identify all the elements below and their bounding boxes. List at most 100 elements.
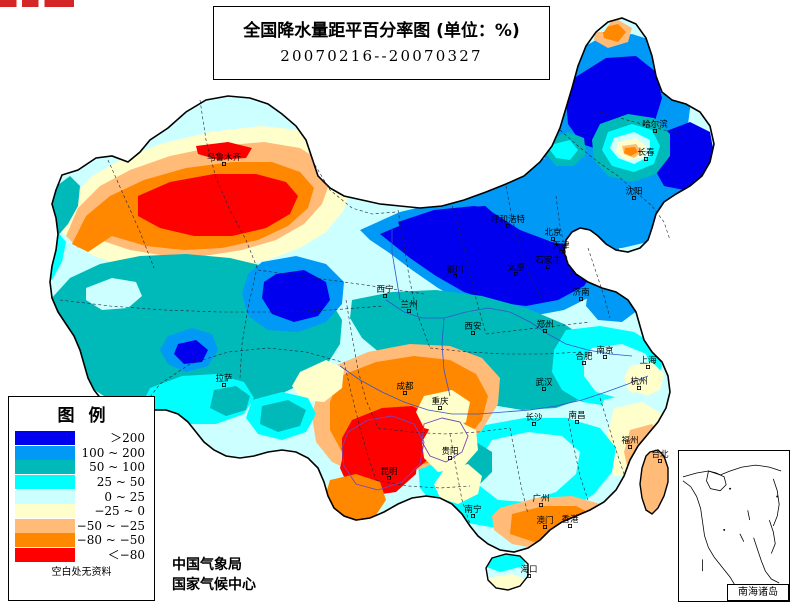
- city-marker: 银川: [446, 264, 464, 278]
- city-marker: 拉萨: [215, 373, 233, 387]
- city-dot-icon: [406, 308, 411, 313]
- attribution: 中国气象局 国家气候中心: [172, 556, 256, 596]
- attribution-line-2: 国家气候中心: [172, 576, 256, 593]
- legend-swatch: [15, 533, 75, 548]
- city-marker: 乌鲁木齐: [207, 152, 242, 166]
- city-label: 石家庄: [535, 255, 561, 266]
- city-dot-icon: [559, 249, 564, 254]
- legend-label: −80 ~ −50: [76, 533, 145, 548]
- city-dot-icon: [575, 419, 580, 424]
- city-marker: 太原: [507, 262, 525, 276]
- legend-swatch: [15, 475, 75, 490]
- city-label: 台北: [651, 449, 669, 460]
- city-dot-icon: [470, 330, 475, 335]
- legend-heading: 图例: [57, 406, 120, 426]
- city-dot-icon: [221, 161, 226, 166]
- legend-row: −25 ~ 0: [9, 504, 154, 519]
- city-marker: 济南: [572, 287, 590, 301]
- city-label: 沈阳: [625, 186, 642, 197]
- city-dot-icon: [579, 296, 584, 301]
- city-marker: 天津: [552, 240, 570, 254]
- city-dot-icon: [632, 195, 637, 200]
- city-marker: 长沙: [525, 412, 543, 426]
- city-label: 上海: [639, 355, 657, 366]
- legend-label: 0 ~ 25: [104, 489, 145, 504]
- legend-swatch: [15, 460, 75, 475]
- city-dot-icon: [644, 156, 649, 161]
- hainan-outline: [485, 553, 529, 591]
- city-marker: 台北: [651, 449, 669, 463]
- city-label: 西宁: [376, 284, 393, 295]
- city-dot-icon: [402, 390, 407, 395]
- city-marker: 海口: [520, 564, 538, 579]
- date-range: 20070216--20070327: [280, 46, 483, 65]
- city-label: 南京: [596, 345, 613, 356]
- city-label: 长春: [637, 147, 655, 158]
- map-title-box: 全国降水量距平百分率图 (单位：%) 20070216--20070327: [213, 6, 550, 80]
- city-dot-icon: [551, 236, 556, 241]
- city-dot-icon: [658, 458, 663, 463]
- city-dot-icon: [447, 455, 452, 460]
- city-dot-icon: [653, 128, 658, 133]
- city-marker: 成都: [396, 381, 414, 395]
- city-label: 南昌: [568, 410, 585, 421]
- city-label: 济南: [572, 287, 589, 298]
- city-dot-icon: [221, 382, 226, 387]
- city-marker: 呼和浩特: [491, 214, 526, 228]
- city-dot-icon: [543, 525, 548, 530]
- city-dot-icon: [637, 385, 642, 390]
- legend-label: 100 ~ 200: [81, 445, 146, 460]
- city-marker: 北京: [544, 227, 562, 241]
- city-label: 太原: [507, 262, 524, 273]
- legend-row: −80 ~ −50: [9, 533, 154, 548]
- city-label: 昆明: [380, 467, 397, 477]
- legend-swatch: [15, 504, 75, 519]
- city-dot-icon: [527, 574, 532, 579]
- city-dot-icon: [382, 293, 387, 298]
- legend-note: 空白处无资料: [51, 567, 112, 579]
- city-marker: 兰州: [400, 299, 418, 313]
- city-marker: 西安: [464, 321, 482, 335]
- city-marker: 南京: [596, 345, 614, 359]
- legend-label: ＞200: [110, 431, 145, 446]
- city-label: 武汉: [535, 377, 553, 388]
- city-label: 香港: [561, 514, 579, 525]
- city-label: 贵阳: [441, 446, 458, 457]
- legend-rows: ＞200 100 ~ 200 50 ~ 100 25 ~ 50 0 ~ 25 −25 ~ …: [9, 431, 154, 563]
- city-label: 北京: [544, 227, 561, 238]
- city-label: 海口: [520, 564, 537, 575]
- legend-row: 25 ~ 50: [9, 475, 154, 490]
- city-dot-icon: [539, 502, 544, 507]
- city-dot-icon: [646, 364, 651, 369]
- legend-swatch: [15, 445, 75, 460]
- legend-swatch: [15, 431, 75, 446]
- city-marker: 郑州: [536, 319, 554, 333]
- legend-label: −25 ~ 0: [94, 504, 145, 519]
- city-label: 福州: [621, 435, 638, 446]
- city-dot-icon: [568, 524, 573, 529]
- city-label: 呼和浩特: [491, 214, 526, 225]
- city-dot-icon: [452, 273, 457, 278]
- inset-map: [682, 464, 782, 596]
- national-border: [49, 17, 715, 553]
- city-label: 合肥: [575, 351, 593, 362]
- city-label: 成都: [396, 381, 414, 392]
- city-dot-icon: [514, 271, 519, 276]
- city-label: 长沙: [525, 412, 543, 423]
- city-dot-icon: [543, 328, 548, 333]
- city-marker: 杭州: [630, 376, 648, 390]
- city-label: 重庆: [431, 396, 449, 407]
- city-label: 广州: [532, 493, 549, 504]
- city-label: 天津: [552, 240, 570, 251]
- legend-swatch: [15, 489, 75, 504]
- city-dot-icon: [542, 386, 547, 391]
- legend-swatch: [15, 548, 75, 563]
- province-boundaries: [59, 99, 687, 525]
- city-label: 乌鲁木齐: [207, 152, 242, 163]
- legend-label: ＜−80: [107, 548, 145, 563]
- legend-label: 50 ~ 100: [89, 460, 145, 475]
- city-label: 兰州: [400, 299, 417, 310]
